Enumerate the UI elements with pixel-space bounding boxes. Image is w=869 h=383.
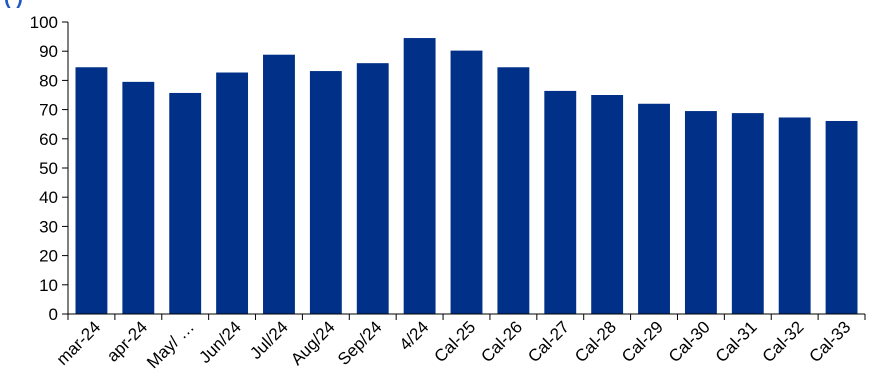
y-tick-label: 40 [39,188,58,207]
bar-series [75,38,858,315]
bar [75,67,108,314]
x-tick-label: Cal-33 [806,317,855,366]
bar [216,72,249,315]
x-tick-label: Cal-25 [430,317,479,366]
x-tick-label: Aug/24 [287,317,339,369]
y-tick-label: 60 [39,130,58,149]
x-tick-label: Cal-29 [618,317,667,366]
x-tick-label: Cal-31 [712,317,761,366]
x-tick-label: Cal-27 [524,317,573,366]
bar [122,81,155,314]
y-tick-label: 10 [39,276,58,295]
y-tick-label: 90 [39,42,58,61]
x-tick-label: Cal-26 [477,317,526,366]
x-tick-label: Cal-28 [571,317,620,366]
x-tick-label: Sep/24 [334,317,386,369]
y-tick-label: 80 [39,71,58,90]
bar [263,54,295,314]
x-tick-label: Jun/24 [195,317,245,367]
x-tick-label: May/ … [143,317,198,372]
title-fragment: ( ) [4,0,23,9]
y-tick-label: 30 [39,217,58,236]
bar [169,92,202,315]
bar [638,103,670,314]
bar [825,120,858,314]
x-tick-label: 4/24 [396,317,433,354]
y-tick-label: 100 [30,13,58,32]
x-tick-label: Jul/24 [246,317,292,363]
x-tick-label: Cal-30 [665,317,714,366]
bar [356,63,389,315]
bar [591,95,624,314]
bar [731,113,764,314]
y-tick-label: 50 [39,159,58,178]
bar [544,90,577,314]
bar [450,50,483,315]
y-tick-label: 70 [39,101,58,120]
bar [403,38,436,315]
bar [684,111,717,314]
x-tick-label: mar-24 [53,317,105,369]
chart-title-fragment: ( ) [4,0,23,9]
bar [778,117,811,314]
y-tick-label: 0 [49,305,58,324]
bar [309,71,342,314]
x-tick-label: Cal-32 [759,317,808,366]
bar [497,67,530,314]
y-axis: 0 10 20 30 40 50 60 70 80 90 100 [30,13,69,324]
y-tick-label: 20 [39,247,58,266]
